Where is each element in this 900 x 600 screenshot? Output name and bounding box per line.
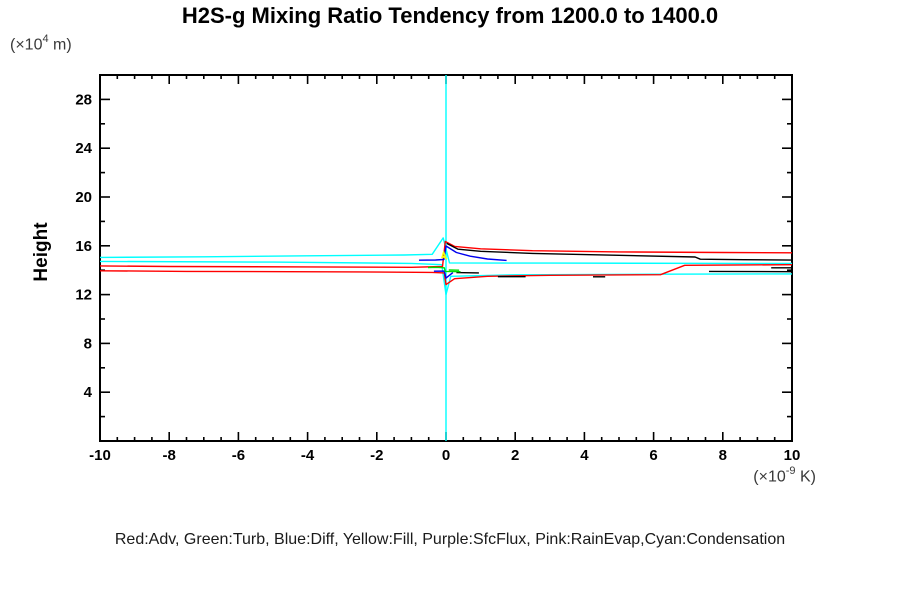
y-axis-unit-label: (×104 m) [10, 33, 72, 54]
series-line-adv-lower [99, 264, 793, 286]
series-line-diff-lower [433, 270, 454, 279]
x-tick-label: -8 [163, 447, 176, 464]
x-tick-label: 2 [511, 447, 519, 464]
x-tick-label: -4 [301, 447, 315, 464]
x-tick-label: -10 [89, 447, 111, 464]
y-tick-label: 24 [75, 140, 92, 157]
x-unit-exponent: -9 [785, 465, 796, 477]
series-line-total-upper [446, 242, 793, 261]
legend: Red:Adv, Green:Turb, Blue:Diff, Yellow:F… [114, 531, 786, 548]
x-tick-label: 10 [784, 447, 801, 464]
series-line-adv-upper [99, 240, 793, 268]
x-axis-unit-label: (×10-9 K) [753, 465, 816, 486]
y-tick-label: 28 [75, 91, 92, 108]
y-unit-prefix: (×10 [10, 36, 43, 54]
x-tick-label: -2 [370, 447, 383, 464]
y-unit-exponent: 4 [42, 33, 49, 45]
chart-title: H2S-g Mixing Ratio Tendency from 1200.0 … [181, 3, 719, 28]
x-tick-label: 0 [442, 447, 450, 464]
y-tick-label: 4 [84, 384, 93, 401]
y-unit-suffix: m) [48, 36, 72, 54]
series-line-diff-spike [418, 245, 507, 262]
x-tick-label: 8 [719, 447, 727, 464]
y-tick-label: 8 [84, 335, 92, 352]
series-line-turb-left [427, 266, 461, 273]
x-unit-suffix: K) [795, 468, 816, 486]
x-tick-label: -6 [232, 447, 245, 464]
x-tick-label: 6 [649, 447, 657, 464]
x-unit-prefix: (×10 [753, 468, 786, 486]
y-tick-label: 12 [75, 287, 92, 304]
y-tick-label: 16 [75, 238, 92, 255]
x-tick-label: 4 [580, 447, 589, 464]
series-line-fill-squiggle [441, 251, 448, 260]
y-tick-label: 20 [75, 189, 92, 206]
series-line-condensation-upper [99, 237, 793, 265]
